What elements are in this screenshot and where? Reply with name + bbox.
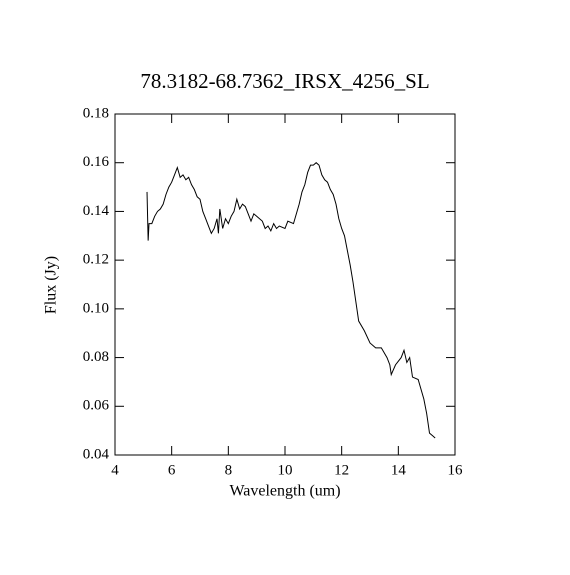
- chart-title: 78.3182-68.7362_IRSX_4256_SL: [140, 69, 429, 93]
- y-tick-label: 0.12: [83, 252, 109, 268]
- y-tick-label: 0.14: [83, 203, 110, 219]
- y-tick-label: 0.04: [83, 446, 110, 462]
- spectrum-line: [146, 162, 436, 439]
- x-tick-label: 8: [225, 462, 233, 478]
- y-tick-label: 0.18: [83, 105, 109, 121]
- y-tick-label: 0.06: [83, 398, 110, 414]
- y-tick-label: 0.10: [83, 300, 109, 316]
- x-tick-label: 12: [334, 462, 349, 478]
- x-tick-label: 10: [278, 462, 293, 478]
- y-tick-label: 0.08: [83, 349, 109, 365]
- x-tick-label: 4: [111, 462, 119, 478]
- x-tick-label: 16: [448, 462, 464, 478]
- x-tick-label: 14: [391, 462, 407, 478]
- y-axis-label: Flux (Jy): [43, 256, 60, 314]
- x-tick-label: 6: [168, 462, 176, 478]
- x-axis-label: Wavelength (um): [229, 483, 340, 500]
- y-tick-label: 0.16: [83, 154, 110, 170]
